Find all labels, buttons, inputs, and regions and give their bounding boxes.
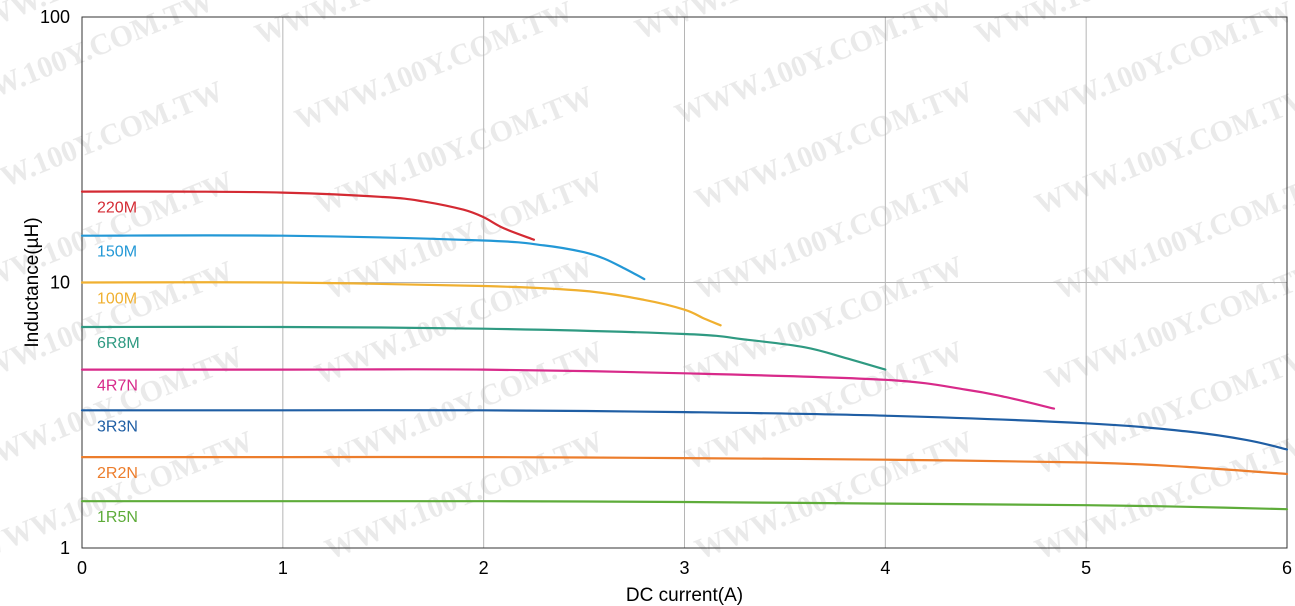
y-tick-label: 100 xyxy=(40,7,70,27)
y-tick-labels: 1 10 100 xyxy=(40,7,70,558)
x-tick-label: 2 xyxy=(479,558,489,578)
x-axis-label: DC current(A) xyxy=(626,585,743,606)
x-tick-label: 4 xyxy=(880,558,890,578)
x-tick-label: 6 xyxy=(1282,558,1292,578)
x-tick-label: 3 xyxy=(679,558,689,578)
series-layer xyxy=(80,190,1289,511)
x-tick-labels: 0 1 2 3 4 5 6 xyxy=(77,558,1292,578)
series-line-3r3n xyxy=(80,409,1289,451)
y-tick-label: 1 xyxy=(60,538,70,558)
series-line-150m xyxy=(80,234,646,281)
series-line-4r7n xyxy=(80,368,1056,410)
series-label-100m: 100M xyxy=(97,291,137,308)
y-tick-label: 10 xyxy=(50,273,70,293)
series-label-2r2n: 2R2N xyxy=(97,465,138,482)
series-label-6r8m: 6R8M xyxy=(97,335,140,352)
series-label-4r7n: 4R7N xyxy=(97,378,138,395)
x-tick-label: 1 xyxy=(278,558,288,578)
series-line-1r5n xyxy=(80,500,1289,511)
x-tick-label: 5 xyxy=(1081,558,1091,578)
series-line-2r2n xyxy=(80,455,1289,476)
y-axis-label: Inductance(µH) xyxy=(22,217,43,347)
series-line-6r8m xyxy=(80,325,887,371)
series-label-150m: 150M xyxy=(97,244,137,261)
series-label-220m: 220M xyxy=(97,200,137,217)
series-line-100m xyxy=(80,281,722,327)
series-line-220m xyxy=(80,190,535,241)
series-label-3r3n: 3R3N xyxy=(97,418,138,435)
x-tick-label: 0 xyxy=(77,558,87,578)
series-labels: 220M 150M 100M 6R8M 4R7N 3R3N 2R2N 1R5N xyxy=(97,200,140,527)
series-label-1r5n: 1R5N xyxy=(97,509,138,526)
